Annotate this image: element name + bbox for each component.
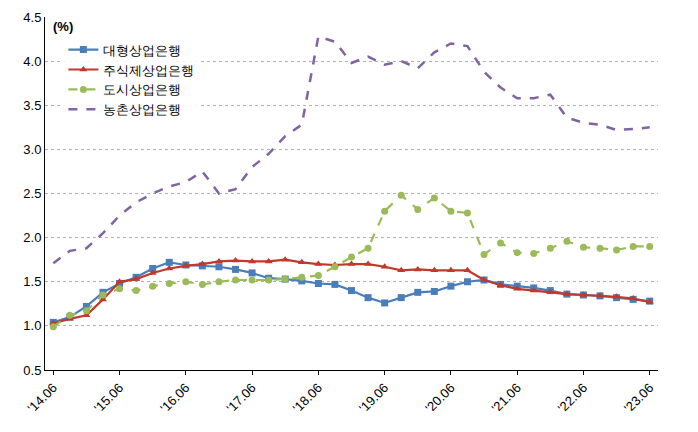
svg-text:'14.06: '14.06 [25,380,60,415]
svg-text:0.5: 0.5 [23,363,41,378]
svg-text:'16.06: '16.06 [157,380,192,415]
svg-text:'15.06: '15.06 [91,380,126,415]
svg-text:'20.06: '20.06 [422,380,457,415]
svg-text:3.0: 3.0 [23,142,41,157]
svg-text:(%): (%) [53,19,73,34]
svg-text:대형상업은행: 대형상업은행 [103,43,181,58]
svg-text:농촌상업은행: 농촌상업은행 [103,102,181,117]
svg-text:4.0: 4.0 [23,54,41,69]
svg-text:'23.06: '23.06 [621,380,656,415]
svg-text:2.0: 2.0 [23,230,41,245]
svg-text:'21.06: '21.06 [489,380,524,415]
svg-text:2.5: 2.5 [23,186,41,201]
svg-text:4.5: 4.5 [23,10,41,25]
svg-text:주식제상업은행: 주식제상업은행 [103,63,194,78]
svg-text:1.5: 1.5 [23,274,41,289]
svg-text:'18.06: '18.06 [290,380,325,415]
svg-text:'17.06: '17.06 [223,380,258,415]
svg-text:도시상업은행: 도시상업은행 [103,82,181,97]
svg-text:1.0: 1.0 [23,318,41,333]
svg-text:'19.06: '19.06 [356,380,391,415]
svg-text:'22.06: '22.06 [555,380,590,415]
svg-text:3.5: 3.5 [23,98,41,113]
